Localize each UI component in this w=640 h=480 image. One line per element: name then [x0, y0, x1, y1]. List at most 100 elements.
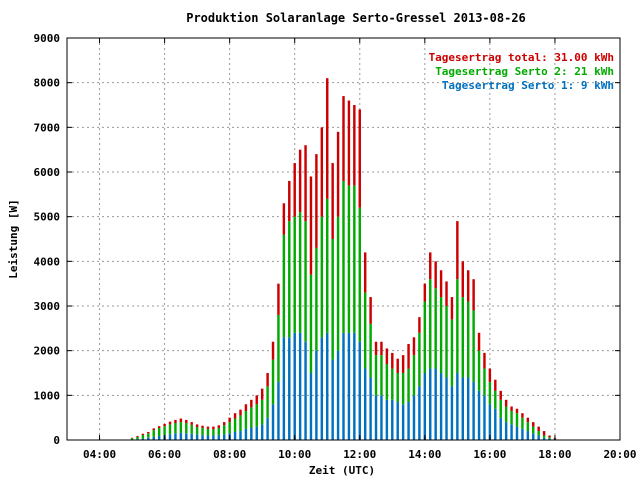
bar-segment-2: [309, 274, 313, 373]
bar-segment-3: [304, 145, 307, 222]
bar-segment-1: [363, 368, 367, 440]
bar-segment-2: [434, 288, 437, 369]
bar-segment-3: [548, 435, 551, 438]
bar-segment-2: [407, 368, 410, 403]
bar-segment-3: [185, 419, 188, 424]
bar-segment-2: [282, 234, 286, 338]
bar-segment-3: [152, 428, 155, 431]
y-tick-label: 8000: [34, 77, 61, 90]
bar-segment-1: [504, 422, 508, 440]
bar-segment-2: [298, 212, 302, 333]
bar-segment-2: [423, 301, 427, 373]
bar-segment-3: [206, 426, 210, 429]
legend-entry-1: Tagesertrag total: 31.00 kWh: [429, 51, 614, 64]
bar-segment-1: [157, 435, 161, 440]
chart-title: Produktion Solaranlage Serto-Gressel 201…: [186, 11, 526, 25]
bar-segment-2: [363, 292, 367, 369]
bar-segment-3: [499, 390, 502, 400]
bar-segment-2: [477, 350, 481, 391]
bar-segment-2: [353, 185, 356, 333]
bar-segment-1: [542, 437, 546, 440]
bar-segment-3: [282, 203, 286, 235]
bar-segment-1: [515, 426, 519, 440]
bar-segment-3: [396, 358, 399, 373]
bar-segment-3: [179, 418, 183, 423]
bar-segment-1: [271, 404, 275, 440]
bar-segment-2: [168, 424, 172, 435]
bar-segment-1: [483, 395, 486, 440]
bar-segment-3: [174, 419, 177, 424]
bar-segment-1: [212, 435, 215, 440]
bar-segment-2: [466, 301, 470, 378]
legend: Tagesertrag total: 31.00 kWhTagesertrag …: [429, 51, 614, 92]
bar-segment-1: [358, 341, 361, 440]
bar-segment-3: [141, 433, 145, 436]
bar-segment-2: [532, 426, 535, 434]
bar-segment-3: [466, 270, 470, 302]
bar-segment-3: [429, 252, 432, 280]
bar-segment-1: [168, 434, 172, 440]
bar-segment-1: [190, 433, 193, 440]
bar-segment-2: [385, 364, 389, 400]
bar-segment-1: [298, 332, 302, 440]
bar-segment-3: [157, 426, 161, 428]
bar-segment-2: [233, 418, 237, 432]
bar-segment-1: [179, 432, 183, 440]
bar-segment-3: [515, 408, 519, 414]
y-axis-label: Leistung [W]: [7, 199, 20, 278]
bar-segment-2: [163, 426, 166, 436]
x-tick-label: 08:00: [213, 448, 246, 461]
bar-segment-3: [217, 425, 221, 428]
bar-segment-2: [152, 430, 155, 437]
bar-segment-2: [412, 355, 416, 396]
legend-entry-2: Tagesertrag Serto 2: 21 kWh: [435, 65, 614, 78]
y-tick-label: 4000: [34, 255, 61, 268]
bar-segment-1: [380, 395, 383, 440]
bar-segment-2: [266, 386, 269, 418]
bar-segment-2: [217, 427, 221, 436]
bar-segment-3: [336, 131, 340, 217]
bar-segment-1: [326, 332, 329, 440]
bar-segment-2: [185, 423, 188, 434]
bar-segment-2: [510, 410, 513, 425]
plot-frame: [66, 37, 621, 441]
bar-segment-2: [521, 417, 524, 429]
y-tick-label: 3000: [34, 300, 61, 313]
bar-segment-3: [293, 163, 296, 217]
bar-segment-3: [266, 373, 269, 387]
bar-segment-3: [195, 424, 199, 428]
bar-segment-1: [331, 359, 334, 440]
bar-segment-1: [445, 377, 448, 440]
bar-segment-1: [201, 435, 204, 440]
bar-segment-2: [488, 381, 492, 405]
bar-segment-1: [347, 332, 351, 440]
bar-segment-1: [434, 368, 437, 440]
bar-segment-2: [331, 239, 334, 360]
bar-segment-3: [439, 270, 443, 298]
bar-segment-1: [494, 408, 497, 440]
bar-segment-3: [244, 404, 248, 411]
bar-segment-2: [228, 422, 231, 434]
bar-segment-2: [472, 310, 475, 382]
bar-segment-2: [542, 435, 546, 438]
bar-segment-3: [260, 388, 264, 400]
bar-segment-2: [250, 407, 253, 428]
bar-segment-2: [277, 314, 280, 382]
bar-segment-3: [445, 281, 448, 306]
bar-segment-3: [147, 431, 150, 434]
bar-segment-1: [309, 373, 313, 440]
bar-segment-1: [223, 434, 226, 440]
bar-segment-3: [494, 379, 497, 391]
bar-segment-3: [315, 154, 318, 248]
bar-segment-3: [298, 149, 302, 213]
y-tick-label: 5000: [34, 211, 61, 224]
bar-segment-1: [526, 431, 530, 440]
bar-segment-2: [336, 216, 340, 351]
bar-segment-3: [380, 341, 383, 356]
bar-segment-3: [412, 337, 416, 356]
bar-segment-2: [288, 221, 291, 338]
bar-segment-1: [206, 435, 210, 440]
bar-segment-2: [206, 428, 210, 436]
bar-segment-1: [336, 350, 340, 440]
